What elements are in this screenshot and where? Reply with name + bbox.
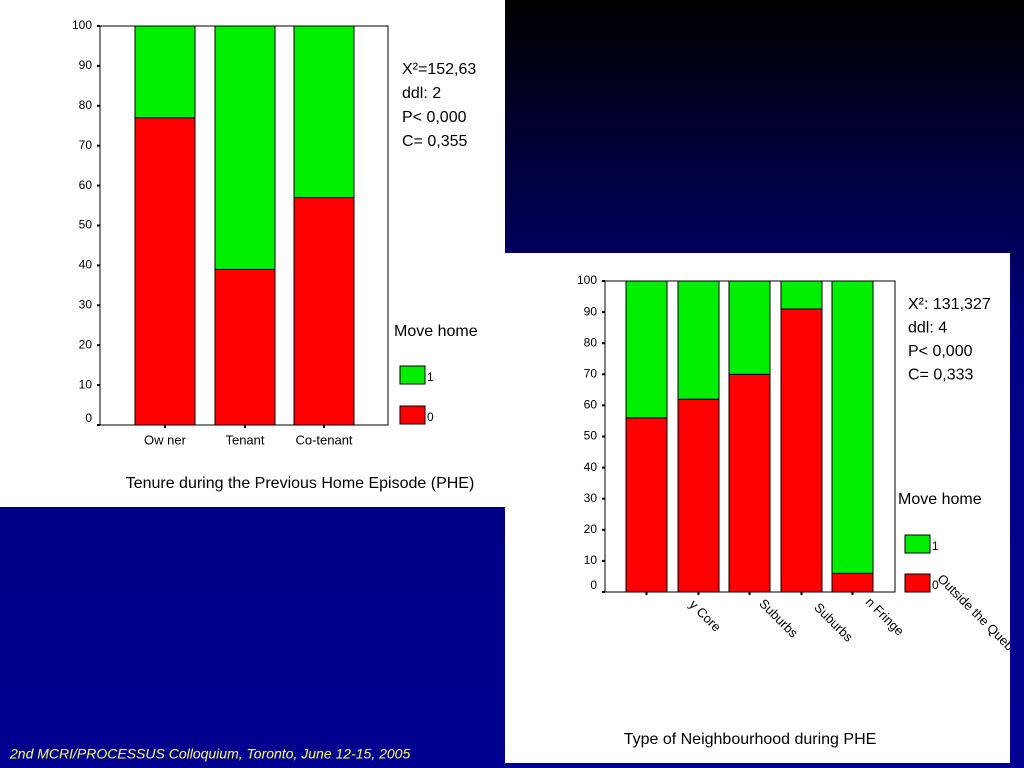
y-tick-label: 50 bbox=[584, 429, 598, 443]
y-tick-label: 100 bbox=[72, 18, 92, 32]
annotation: X²=152,63 bbox=[402, 61, 476, 78]
y-tick-label: 50 bbox=[79, 218, 93, 232]
annotation: C= 0,355 bbox=[402, 133, 467, 150]
y-tick-label: 90 bbox=[79, 58, 93, 72]
y-tick-label: 0 bbox=[85, 411, 92, 425]
y-tick-label: 20 bbox=[584, 522, 598, 536]
annotation: ddl: 4 bbox=[908, 320, 947, 337]
y-tick-label: 60 bbox=[79, 178, 93, 192]
y-tick-label: 80 bbox=[79, 98, 93, 112]
x-tick-label: Co-tenant bbox=[295, 432, 352, 447]
bar-segment bbox=[293, 25, 355, 199]
x-tick-label: Tenant bbox=[225, 432, 264, 447]
y-tick-label: 70 bbox=[79, 138, 93, 152]
y-tick-label: 20 bbox=[79, 337, 93, 351]
legend-swatch bbox=[399, 365, 426, 385]
y-tick-label: 30 bbox=[79, 297, 93, 311]
annotation: ddl: 2 bbox=[402, 85, 441, 102]
y-tick-label: 40 bbox=[584, 460, 598, 474]
bar-segment bbox=[625, 280, 668, 419]
footer: 2nd MCRI/PROCESSUS Colloquium, Toronto, … bbox=[9, 746, 410, 762]
bar-segment bbox=[831, 572, 874, 593]
y-tick-label: 30 bbox=[584, 491, 598, 505]
y-tick-label: 10 bbox=[79, 377, 93, 391]
annotation: X²: 131,327 bbox=[908, 296, 991, 313]
y-tick-label: 40 bbox=[79, 258, 93, 272]
bar-segment bbox=[780, 308, 823, 593]
x-tick-label: Ow ner bbox=[144, 432, 187, 447]
x-axis-label: Type of Neighbourhood during PHE bbox=[624, 731, 877, 748]
y-tick-label: 100 bbox=[577, 273, 597, 287]
y-tick-label: 0 bbox=[590, 578, 597, 592]
bar-segment bbox=[134, 117, 196, 426]
y-tick-label: 70 bbox=[584, 366, 598, 380]
legend-title: Move home bbox=[898, 491, 982, 508]
bar-segment bbox=[625, 417, 668, 593]
y-tick-label: 10 bbox=[584, 553, 598, 567]
bar-segment bbox=[293, 197, 355, 426]
legend-title: Move home bbox=[394, 323, 478, 340]
y-tick-label: 90 bbox=[584, 304, 598, 318]
annotation: P< 0,000 bbox=[402, 109, 467, 126]
annotation: C= 0,333 bbox=[908, 367, 973, 384]
bar-segment bbox=[831, 280, 874, 574]
bar-segment bbox=[134, 25, 196, 119]
legend-label: 0 bbox=[427, 410, 434, 424]
legend-swatch bbox=[904, 534, 931, 554]
bar-segment bbox=[728, 373, 771, 593]
bar-segment bbox=[214, 25, 276, 270]
x-axis-label: Tenure during the Previous Home Episode … bbox=[126, 475, 475, 492]
y-tick-label: 60 bbox=[584, 398, 598, 412]
bar-segment bbox=[214, 268, 276, 426]
legend-swatch bbox=[904, 573, 931, 593]
bar-segment bbox=[728, 280, 771, 375]
bar-segment bbox=[677, 398, 720, 593]
bar-segment bbox=[780, 280, 823, 310]
annotation: P< 0,000 bbox=[908, 343, 973, 360]
y-tick-label: 80 bbox=[584, 335, 598, 349]
legend-label: 0 bbox=[932, 578, 939, 592]
legend-label: 1 bbox=[932, 539, 939, 553]
bar-segment bbox=[677, 280, 720, 400]
legend-swatch bbox=[399, 405, 426, 425]
legend-label: 1 bbox=[427, 370, 434, 384]
